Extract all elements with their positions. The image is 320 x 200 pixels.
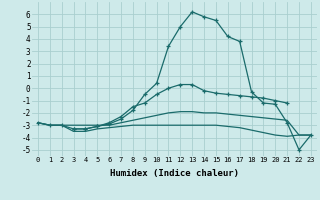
X-axis label: Humidex (Indice chaleur): Humidex (Indice chaleur): [110, 169, 239, 178]
